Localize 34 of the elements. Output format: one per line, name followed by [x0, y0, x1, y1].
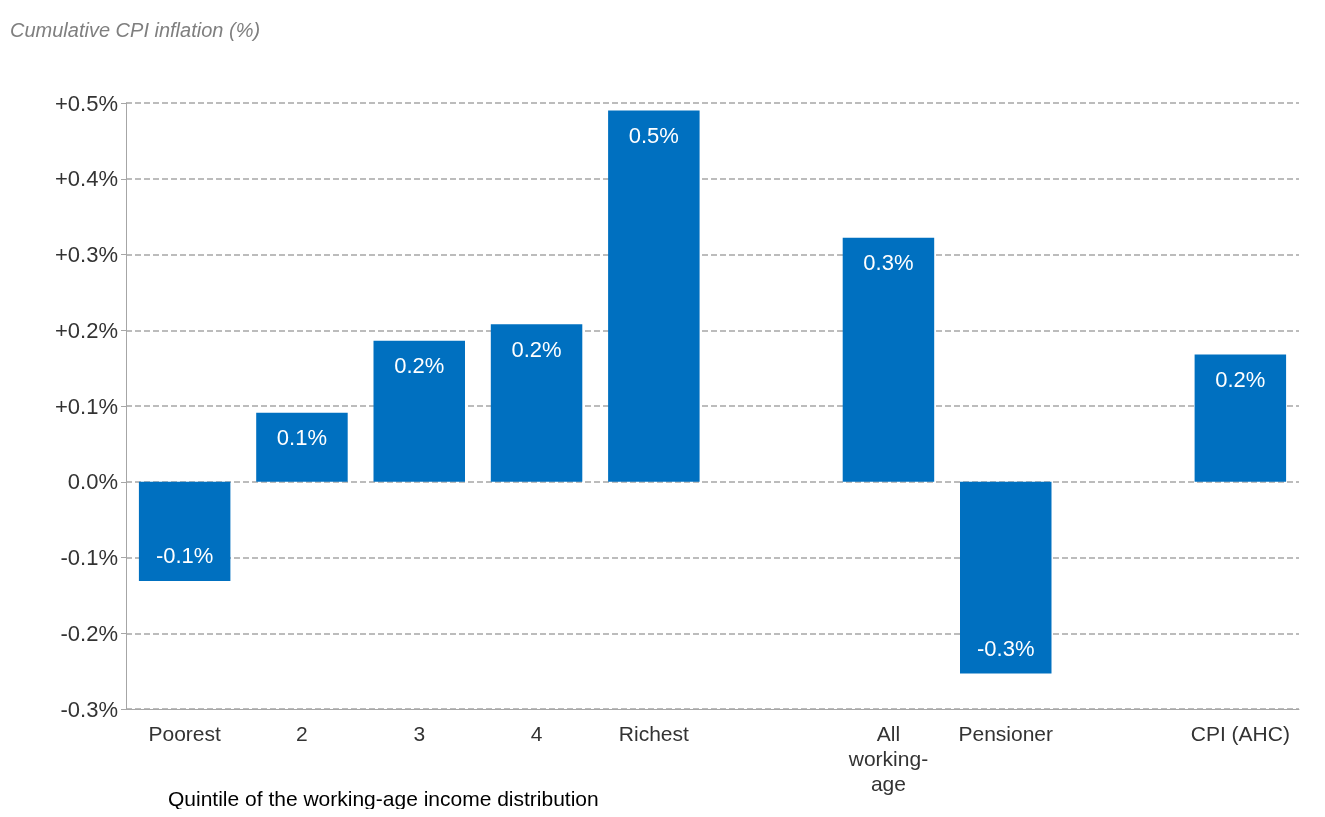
bar	[842, 237, 935, 482]
x-tick-label: 2	[296, 722, 308, 745]
data-label: 0.5%	[628, 123, 679, 149]
bar	[256, 412, 348, 482]
x-tick-label: Pensioner	[958, 722, 1054, 745]
data-label: 0.3%	[863, 250, 914, 276]
x-tick-label: 3	[413, 722, 426, 745]
bar	[608, 110, 700, 482]
data-label: 0.2%	[1215, 366, 1266, 392]
x-tick-label: All working-age	[847, 722, 929, 795]
bar	[373, 340, 465, 482]
data-label: -0.3%	[977, 635, 1035, 661]
y-tick-label: +0.2%	[55, 317, 118, 343]
bar	[138, 481, 231, 581]
x-tick-label: Richest	[618, 722, 690, 745]
data-label: 0.2%	[394, 353, 445, 379]
y-tick-label: +0.4%	[55, 166, 118, 192]
y-tick-label: 0.0%	[67, 469, 118, 495]
data-label: 0.2%	[511, 336, 562, 362]
y-axis-title: Cumulative CPI inflation (%)	[10, 19, 261, 41]
y-tick-label: -0.1%	[60, 545, 118, 570]
y-tick-label: +0.1%	[55, 393, 118, 419]
y-tick-label: +0.3%	[55, 242, 118, 267]
y-tick-label: -0.3%	[60, 696, 118, 722]
data-label: 0.1%	[276, 425, 328, 451]
y-tick-label: +0.5%	[55, 90, 118, 116]
bar	[960, 481, 1052, 674]
x-tick-label: CPI (AHC)	[1190, 722, 1290, 745]
bar	[490, 324, 583, 482]
bar	[1194, 354, 1287, 482]
x-tick-label: Poorest	[148, 722, 221, 745]
data-label: -0.1%	[155, 543, 214, 569]
x-tick-label: 4	[530, 722, 543, 745]
y-tick-label: -0.2%	[60, 620, 118, 646]
